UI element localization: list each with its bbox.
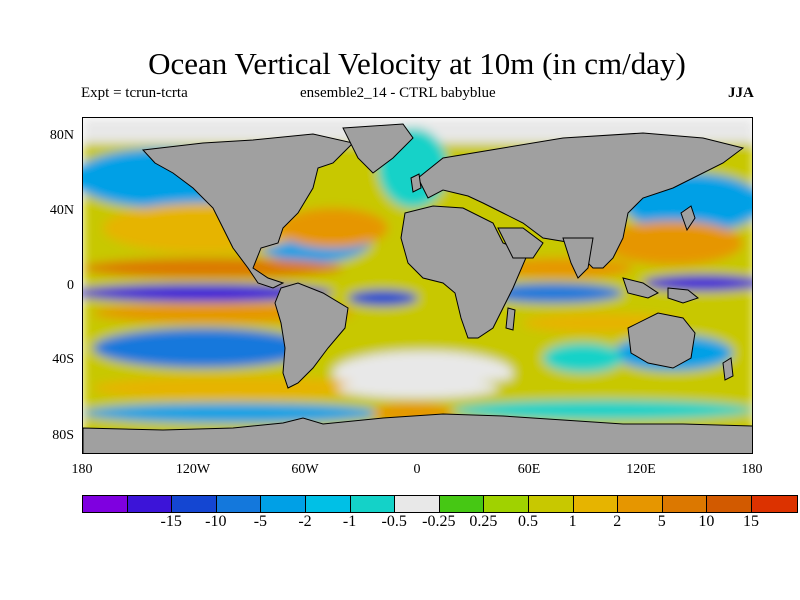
experiment-label: Expt = tcrun-tcrta: [81, 85, 188, 101]
legend-swatch: [439, 496, 485, 512]
legend-swatch: [83, 496, 128, 512]
map-title: Ocean Vertical Velocity at 10m (in cm/da…: [148, 46, 686, 81]
legend-swatch: [350, 496, 396, 512]
ensemble-label: ensemble2_14 - CTRL babyblue: [300, 85, 496, 101]
lon-label-180e: 180: [741, 462, 763, 477]
lat-label-0: 0: [67, 278, 74, 293]
color-legend-bar: [82, 495, 798, 513]
legend-swatch: [573, 496, 619, 512]
legend-swatch: [528, 496, 574, 512]
legend-label: 2: [613, 513, 622, 530]
legend-swatch: [662, 496, 708, 512]
lat-label-40n: 40N: [49, 203, 74, 218]
legend-label: 15: [743, 513, 759, 530]
lat-label-80n: 80N: [49, 128, 74, 143]
legend-swatch: [127, 496, 173, 512]
legend-label: -10: [205, 513, 227, 530]
legend-swatch: [172, 496, 217, 512]
legend-label: 10: [698, 513, 715, 530]
legend-swatch: [618, 496, 663, 512]
lat-label-80s: 80S: [52, 428, 74, 443]
legend-label: 0.5: [518, 513, 538, 530]
legend-swatch: [395, 496, 440, 512]
lon-label-0: 0: [413, 462, 421, 477]
legend-label: 1: [568, 513, 577, 530]
lon-label-60w: 60W: [291, 462, 319, 477]
legend-swatch: [216, 496, 262, 512]
velocity-map-svg: [83, 118, 752, 453]
lon-label-60e: 60E: [517, 462, 541, 477]
lon-label-120w: 120W: [175, 462, 211, 477]
legend-swatch: [305, 496, 351, 512]
legend-label: -1: [342, 513, 357, 530]
lon-label-120e: 120E: [626, 462, 656, 477]
legend-label: -5: [253, 513, 268, 530]
legend-swatch: [751, 496, 797, 512]
land-masses: [83, 123, 752, 453]
season-label: JJA: [728, 85, 754, 101]
legend-label: -0.25: [422, 513, 456, 530]
legend-swatch: [261, 496, 306, 512]
lat-label-40s: 40S: [52, 352, 74, 367]
legend-swatch: [484, 496, 529, 512]
legend-label: 5: [657, 513, 666, 530]
legend-label: -2: [298, 513, 312, 530]
legend-swatch: [707, 496, 752, 512]
velocity-map: [82, 117, 753, 454]
legend-label: 0.25: [469, 513, 498, 530]
lon-label-180w: 180: [71, 462, 93, 477]
legend-label: -15: [160, 513, 182, 530]
legend-label: -0.5: [381, 513, 407, 530]
